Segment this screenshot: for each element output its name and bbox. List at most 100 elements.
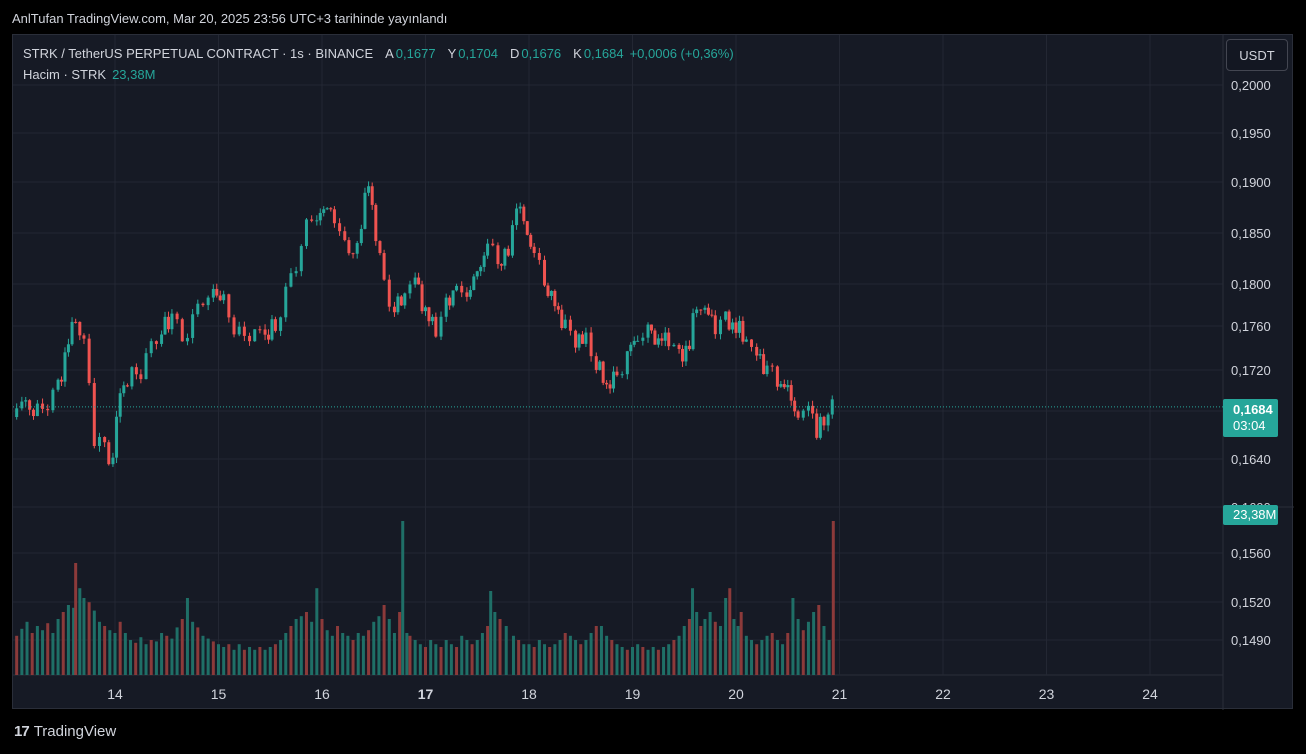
candle-body (343, 231, 347, 241)
candle-body (589, 332, 593, 357)
time-tick-label: 21 (832, 686, 848, 702)
volume-bar (760, 640, 764, 675)
last-price-tag: 0,1684 03:04 (1223, 399, 1278, 437)
volume-bar (258, 647, 262, 675)
volume-bar (149, 640, 153, 675)
candle-body (475, 271, 479, 277)
candle-body (758, 354, 762, 356)
volume-bar (175, 627, 179, 675)
volume-bar (631, 647, 634, 675)
currency-button[interactable]: USDT (1226, 39, 1288, 71)
volume-bar (268, 647, 272, 675)
volume-bar (325, 630, 329, 675)
candle-body (793, 400, 797, 412)
price-tick-label: 0,1720 (1231, 363, 1271, 378)
candle-body (378, 241, 382, 254)
last-price: 0,1684 (1233, 402, 1273, 417)
volume-bar (475, 640, 479, 675)
price-tick-label: 0,1900 (1231, 175, 1271, 190)
volume-bar (493, 612, 497, 675)
tradingview-brand[interactable]: 17 TradingView (14, 723, 116, 740)
volume-bar (543, 644, 547, 675)
volume-bar (185, 598, 189, 675)
volume-bar (237, 644, 241, 675)
candle-body (580, 334, 584, 344)
time-tick-label: 14 (107, 686, 123, 702)
volume-bar (211, 641, 215, 675)
volume-bar (284, 633, 288, 675)
volume-bar (765, 635, 769, 675)
volume-bar (770, 633, 774, 675)
candle-body (744, 339, 748, 342)
symbol-title[interactable]: STRK / TetherUS PERPETUAL CONTRACT · 1s … (23, 46, 374, 61)
candle-body (515, 208, 519, 226)
candle-body (741, 320, 745, 342)
chart-panel[interactable]: 0,2000 0,1950 0,1900 0,1850 0,1800 0,1760 0,17… (12, 34, 1294, 710)
volume-bar (61, 612, 65, 675)
price-tick-label: 0,2000 (1231, 78, 1271, 93)
volume-bar (405, 633, 409, 675)
volume-bar (367, 630, 371, 675)
volume-bar (424, 647, 427, 675)
candle-body (248, 335, 252, 342)
volume-bar (418, 644, 422, 675)
time-tick-label: 15 (211, 686, 227, 702)
volume-bar (139, 637, 143, 675)
volume-bar (579, 644, 583, 675)
volume-bar (361, 635, 365, 675)
volume-bar (532, 647, 536, 675)
volume-bar (434, 644, 438, 675)
candle-body (92, 383, 96, 446)
candle-body (191, 314, 195, 338)
candle-body (56, 379, 60, 390)
candle-body (15, 408, 19, 417)
candle-body (359, 228, 363, 244)
candlestick-chart[interactable]: 0,2000 0,1950 0,1900 0,1850 0,1800 0,1760 0,17… (13, 35, 1294, 710)
ohlc-low: D 0,1676 (510, 46, 562, 61)
symbol-header: STRK / TetherUS PERPETUAL CONTRACT · 1s … (23, 46, 734, 61)
volume-bar (154, 641, 158, 675)
candle-body (139, 374, 143, 380)
candle-body (568, 319, 572, 331)
price-tick-label: 0,1490 (1231, 633, 1271, 648)
volume-bar (736, 626, 740, 675)
volume-bar (87, 602, 91, 675)
candle-body (822, 416, 826, 426)
volume-bar (589, 633, 593, 675)
volume-bar (108, 630, 112, 675)
volume-bar (504, 626, 508, 675)
candle-body (750, 339, 754, 347)
candle-body (786, 385, 790, 388)
time-tick-label: 24 (1142, 686, 1158, 702)
candle-body (479, 266, 483, 272)
candle-body (374, 204, 378, 242)
candle-body (154, 341, 158, 344)
candle-body (347, 240, 351, 254)
volume-bar (217, 644, 220, 675)
publish-caption: AnlTufan TradingView.com, Mar 20, 2025 2… (12, 11, 448, 26)
candle-body (646, 324, 650, 338)
volume-bar (786, 633, 790, 675)
volume-bar (253, 649, 257, 675)
volume-bar (713, 621, 717, 675)
volume-label[interactable]: Hacim · STRK (23, 67, 107, 82)
volume-bar (392, 633, 396, 675)
candle-body (713, 315, 717, 335)
candle-body (681, 348, 685, 362)
candle-body (118, 393, 122, 417)
volume-bar (294, 619, 298, 675)
candle-body (499, 264, 503, 266)
candle-body (684, 345, 688, 362)
volume-bar (486, 626, 490, 675)
volume-bar (356, 633, 360, 675)
candle-body (543, 259, 547, 286)
candle-body (413, 277, 417, 285)
volume-bar (599, 626, 603, 675)
candle-body (396, 296, 400, 313)
candle-body (273, 319, 277, 331)
candle-body (574, 330, 578, 348)
candle-body (160, 334, 164, 344)
candle-body (180, 319, 184, 342)
volume-bar (656, 649, 660, 675)
candle-body (625, 351, 629, 375)
